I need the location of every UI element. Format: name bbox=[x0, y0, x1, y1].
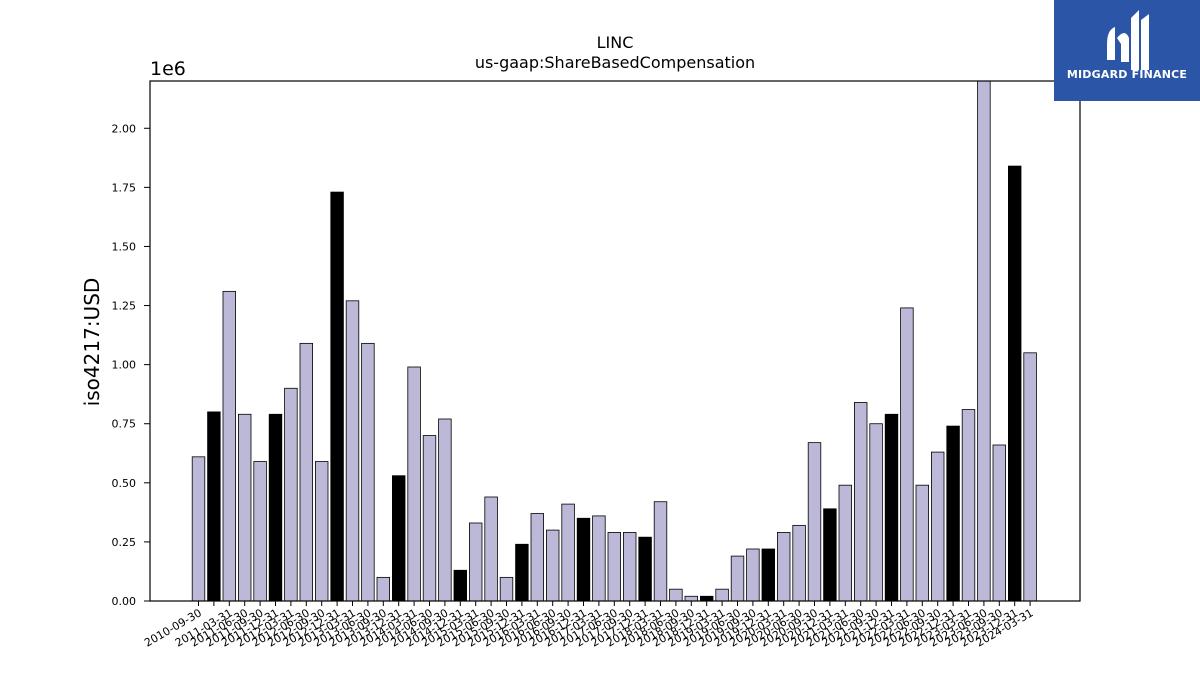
bar-2019-09-30 bbox=[746, 548, 760, 602]
chart-subtitle: us-gaap:ShareBasedCompensation bbox=[475, 53, 755, 72]
y-tick-label: 1.25 bbox=[112, 300, 137, 313]
bar-2016-06-30 bbox=[546, 529, 560, 602]
bar-2018-06-30 bbox=[669, 588, 683, 602]
bar-2017-06-30 bbox=[607, 532, 622, 602]
bar-2022-03-31 bbox=[900, 307, 914, 602]
bar-2023-12-31 bbox=[1008, 165, 1022, 602]
bar-2012-06-30 bbox=[299, 342, 314, 602]
y-tick-label: 0.75 bbox=[112, 418, 137, 431]
y-tick-label: 0.25 bbox=[112, 536, 137, 549]
chart-title: LINC bbox=[597, 33, 634, 52]
bar-2017-12-31 bbox=[638, 536, 652, 602]
bar-2021-12-31 bbox=[884, 413, 899, 602]
bar-2017-09-30 bbox=[623, 532, 637, 602]
y-tick-label: 1.75 bbox=[112, 181, 137, 194]
bar-2021-06-30 bbox=[854, 402, 868, 602]
y-tick-label: 1.00 bbox=[112, 359, 137, 372]
y-tick-label: 0.00 bbox=[112, 595, 137, 608]
bar-2016-12-31 bbox=[576, 517, 591, 602]
bar-2015-09-30 bbox=[499, 576, 514, 602]
bar-2020-12-31 bbox=[823, 508, 837, 602]
bar-2020-06-30 bbox=[792, 524, 806, 602]
bar-2019-03-31 bbox=[715, 588, 729, 602]
bar-2020-03-31 bbox=[777, 532, 791, 602]
y-tick-label: 2.00 bbox=[112, 122, 137, 135]
bar-2016-09-30 bbox=[561, 503, 575, 602]
bar-2023-09-30 bbox=[992, 444, 1007, 602]
bar-2023-06-30 bbox=[977, 80, 991, 602]
bar-2011-06-30 bbox=[237, 413, 252, 602]
y-tick-label: 1.50 bbox=[112, 240, 137, 253]
bar-2015-03-31 bbox=[468, 522, 483, 602]
bar-2012-09-30 bbox=[314, 461, 329, 602]
bar-2019-06-30 bbox=[730, 555, 745, 602]
bar-2015-06-30 bbox=[484, 496, 498, 602]
bar-2013-06-30 bbox=[361, 342, 375, 602]
y-tick-label: 0.50 bbox=[112, 477, 137, 490]
bar-2010-09-30 bbox=[191, 456, 206, 602]
bar-2014-09-30 bbox=[438, 418, 452, 602]
bar-2014-12-31 bbox=[453, 569, 468, 602]
bar-2017-03-31 bbox=[592, 515, 606, 602]
bar-2013-12-31 bbox=[391, 475, 406, 602]
bar-2023-03-31 bbox=[961, 409, 976, 602]
plot-frame bbox=[149, 80, 1081, 602]
midgard-logo-icon bbox=[1107, 10, 1149, 70]
bar-2021-03-31 bbox=[838, 484, 853, 602]
bar-2011-09-30 bbox=[253, 461, 267, 602]
bar-2016-03-31 bbox=[530, 513, 545, 602]
bar-2021-09-30 bbox=[869, 423, 883, 602]
midgard-finance-logo: MIDGARD FINANCE bbox=[1054, 0, 1200, 101]
bar-2022-12-31 bbox=[946, 425, 960, 602]
bar-2012-03-31 bbox=[284, 387, 298, 602]
bar-2018-09-30 bbox=[684, 595, 699, 602]
bar-2018-03-31 bbox=[653, 501, 668, 602]
logo-text: MIDGARD FINANCE bbox=[1066, 68, 1188, 81]
bar-2018-12-31 bbox=[700, 595, 714, 602]
bar-2011-03-31 bbox=[222, 290, 237, 602]
bar-2020-09-30 bbox=[807, 442, 822, 602]
bar-2011-12-31 bbox=[268, 413, 283, 602]
bar-2022-06-30 bbox=[915, 484, 930, 602]
bar-2014-06-30 bbox=[422, 435, 437, 602]
bar-2022-09-30 bbox=[931, 451, 945, 602]
y-multiplier-label: 1e6 bbox=[150, 58, 186, 80]
bar-2013-09-30 bbox=[376, 576, 391, 602]
bar-2014-03-31 bbox=[407, 366, 421, 602]
bar-2015-12-31 bbox=[515, 543, 529, 602]
y-axis-label: iso4217:USD bbox=[80, 278, 104, 407]
bar-2012-12-31 bbox=[330, 191, 344, 602]
bar-2019-12-31 bbox=[761, 548, 776, 602]
bar-2024-03-31 bbox=[1023, 352, 1037, 602]
bar-2010-12-31 bbox=[207, 411, 221, 602]
bar-2013-03-31 bbox=[345, 300, 360, 602]
